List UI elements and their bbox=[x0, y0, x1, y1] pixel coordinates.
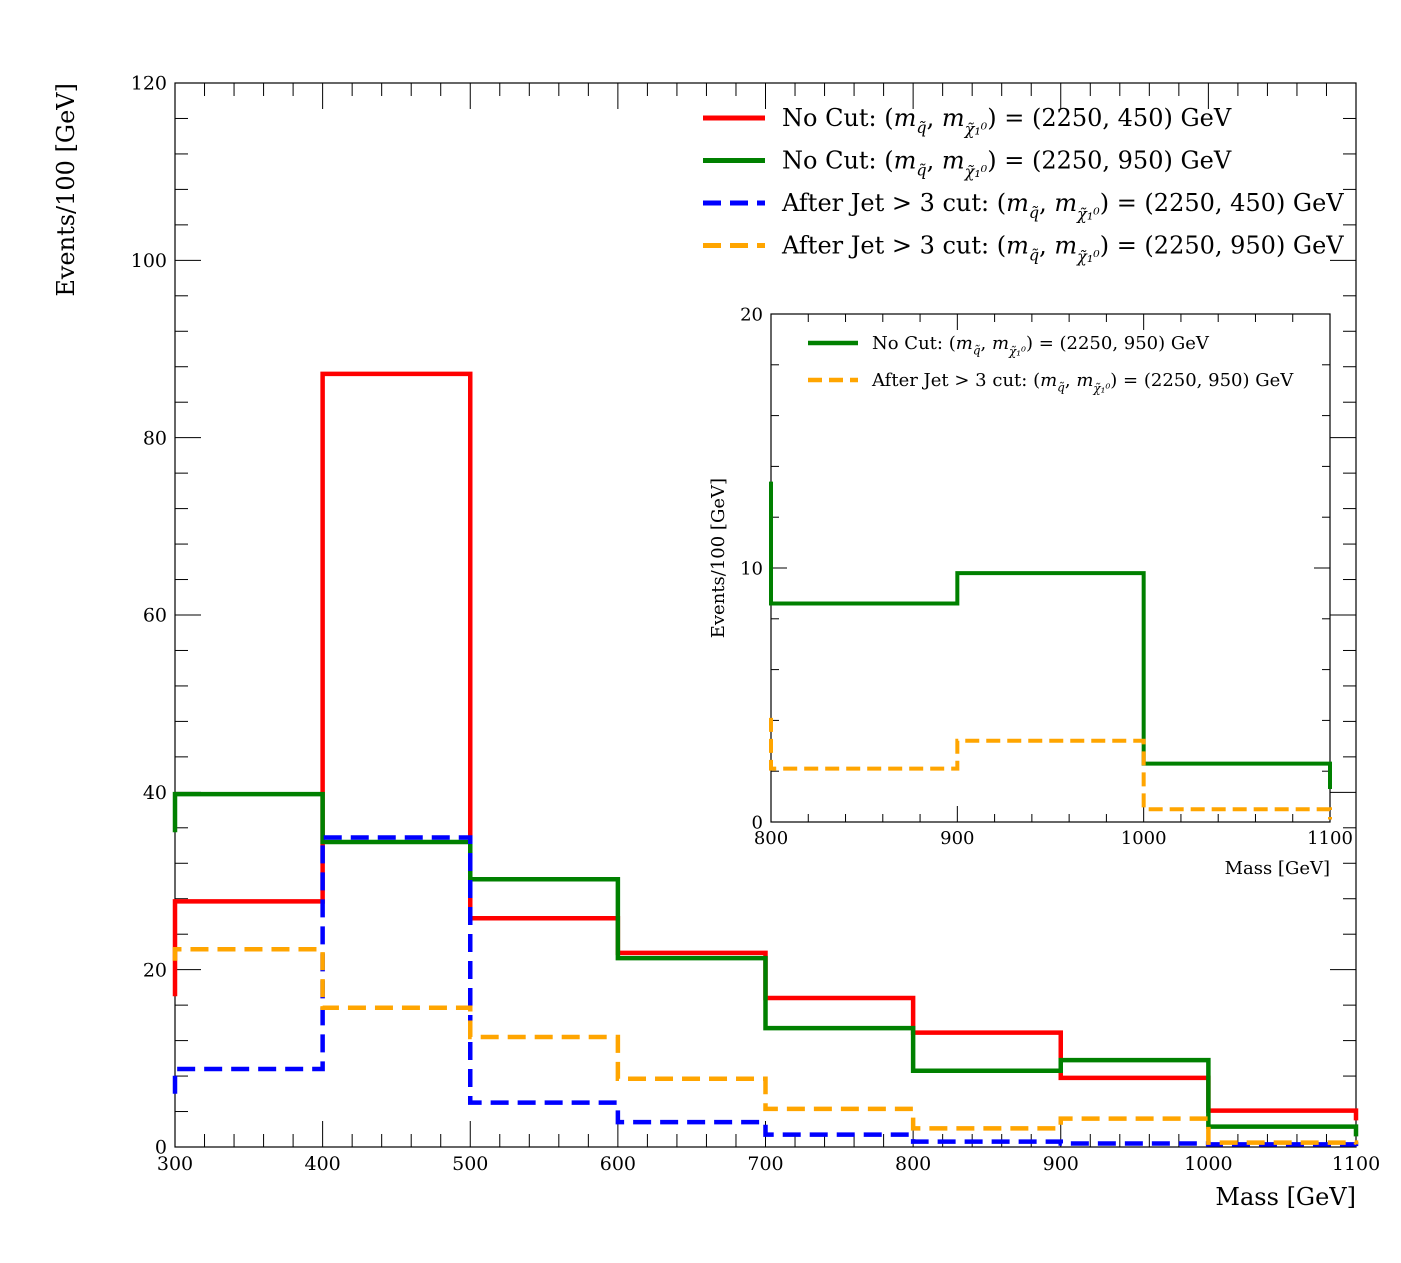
math-sub: χ̃₁⁰ bbox=[1076, 205, 1100, 224]
y-axis-title: Events/100 [GeV] bbox=[708, 478, 729, 638]
math-m: m bbox=[1006, 231, 1029, 259]
y-tick-label: 20 bbox=[740, 304, 763, 325]
math-paren: ( bbox=[884, 104, 893, 132]
legend-prefix: After Jet > 3 cut: bbox=[781, 231, 997, 259]
legend-entry-2: After Jet > 3 cut: (mq̃, mχ̃₁⁰) = (2250,… bbox=[781, 189, 1344, 224]
x-tick-label: 500 bbox=[452, 1153, 488, 1175]
math-m: m bbox=[992, 333, 1009, 354]
math-paren: ) bbox=[1110, 370, 1117, 391]
math-sub: χ̃₁⁰ bbox=[1092, 381, 1110, 395]
math-paren: ) bbox=[1100, 189, 1109, 217]
math-m: m bbox=[1040, 370, 1057, 391]
math-m: m bbox=[894, 104, 917, 132]
math-m: m bbox=[942, 146, 965, 174]
math-m: m bbox=[956, 333, 973, 354]
math-m: m bbox=[1054, 189, 1077, 217]
series-line-1 bbox=[769, 717, 1332, 820]
y-tick-label: 20 bbox=[143, 959, 167, 981]
math-paren: ) bbox=[1100, 231, 1109, 259]
x-tick-label: 1100 bbox=[1332, 1153, 1380, 1175]
math-paren: ) bbox=[987, 104, 996, 132]
math-paren: ) bbox=[987, 146, 996, 174]
math-paren: ( bbox=[1033, 370, 1040, 391]
math-sub: χ̃₁⁰ bbox=[1008, 344, 1026, 358]
y-tick-label: 60 bbox=[143, 605, 167, 627]
math-sub: q̃ bbox=[973, 343, 981, 357]
legend-suffix: = (2250, 950) GeV bbox=[1109, 231, 1344, 259]
series-line-0 bbox=[769, 481, 1332, 789]
math-sub: q̃ bbox=[1029, 203, 1039, 222]
y-tick-label: 0 bbox=[752, 812, 763, 833]
math-sub: q̃ bbox=[916, 161, 926, 180]
x-tick-label: 1100 bbox=[1307, 828, 1353, 849]
math-paren: ( bbox=[884, 146, 893, 174]
legend-prefix: No Cut: bbox=[782, 104, 884, 132]
legend-entry-3: After Jet > 3 cut: (mq̃, mχ̃₁⁰) = (2250,… bbox=[781, 231, 1344, 266]
math-sub: q̃ bbox=[1057, 380, 1065, 394]
math-comma: , bbox=[1039, 231, 1054, 259]
x-axis-title: Mass [GeV] bbox=[1225, 858, 1330, 879]
legend-suffix: = (2250, 950) GeV bbox=[1117, 370, 1294, 391]
x-tick-label: 400 bbox=[304, 1153, 340, 1175]
legend-prefix: After Jet > 3 cut: bbox=[781, 189, 997, 217]
math-m: m bbox=[942, 104, 965, 132]
legend-suffix: = (2250, 950) GeV bbox=[997, 146, 1232, 174]
x-tick-label: 300 bbox=[157, 1153, 193, 1175]
math-paren: ( bbox=[997, 231, 1006, 259]
math-m: m bbox=[1076, 370, 1093, 391]
math-paren: ) bbox=[1026, 333, 1033, 354]
legend-entry-0: No Cut: (mq̃, mχ̃₁⁰) = (2250, 950) GeV bbox=[872, 333, 1210, 358]
math-m: m bbox=[1054, 231, 1077, 259]
x-tick-label: 900 bbox=[1043, 1153, 1079, 1175]
math-sub: q̃ bbox=[1029, 246, 1039, 265]
math-comma: , bbox=[1065, 370, 1076, 391]
y-tick-label: 80 bbox=[143, 427, 167, 449]
legend: No Cut: (mq̃, mχ̃₁⁰) = (2250, 950) GeVAf… bbox=[808, 333, 1294, 395]
y-tick-label: 120 bbox=[131, 73, 167, 95]
legend-suffix: = (2250, 450) GeV bbox=[997, 104, 1232, 132]
series-line-3 bbox=[172, 947, 1359, 1145]
math-comma: , bbox=[1039, 189, 1054, 217]
x-tick-label: 800 bbox=[895, 1153, 931, 1175]
legend-prefix: No Cut: bbox=[872, 333, 949, 354]
y-tick-label: 10 bbox=[740, 558, 763, 579]
legend-suffix: = (2250, 950) GeV bbox=[1033, 333, 1210, 354]
inset-plot: 800 900 1000 1100 0 10 20 Mass [GeV] Events/100 … bbox=[708, 304, 1353, 879]
x-tick-label: 800 bbox=[754, 828, 788, 849]
math-sub: χ̃₁⁰ bbox=[964, 162, 988, 181]
legend-suffix: = (2250, 450) GeV bbox=[1109, 189, 1344, 217]
math-comma: , bbox=[927, 104, 942, 132]
legend-prefix: No Cut: bbox=[782, 146, 884, 174]
legend-entry-1: After Jet > 3 cut: (mq̃, mχ̃₁⁰) = (2250,… bbox=[871, 370, 1294, 395]
math-paren: ( bbox=[949, 333, 956, 354]
x-tick-label: 700 bbox=[747, 1153, 783, 1175]
math-comma: , bbox=[927, 146, 942, 174]
math-m: m bbox=[1006, 189, 1029, 217]
x-tick-label: 1000 bbox=[1121, 828, 1167, 849]
legend-entry-0: No Cut: (mq̃, mχ̃₁⁰) = (2250, 450) GeV bbox=[782, 104, 1232, 139]
math-sub: χ̃₁⁰ bbox=[1076, 247, 1100, 266]
legend-entry-1: No Cut: (mq̃, mχ̃₁⁰) = (2250, 950) GeV bbox=[782, 146, 1232, 181]
math-sub: q̃ bbox=[916, 118, 926, 137]
x-tick-label: 900 bbox=[940, 828, 974, 849]
math-comma: , bbox=[981, 333, 992, 354]
y-tick-label: 40 bbox=[143, 782, 167, 804]
math-paren: ( bbox=[997, 189, 1006, 217]
legend-prefix: After Jet > 3 cut: bbox=[871, 370, 1033, 391]
y-axis-title: Events/100 [GeV] bbox=[52, 83, 80, 297]
x-axis-title: Mass [GeV] bbox=[1215, 1183, 1356, 1211]
math-sub: χ̃₁⁰ bbox=[964, 120, 988, 139]
x-tick-label: 600 bbox=[600, 1153, 636, 1175]
y-tick-label: 0 bbox=[155, 1137, 167, 1159]
legend: No Cut: (mq̃, mχ̃₁⁰) = (2250, 450) GeVNo… bbox=[703, 104, 1344, 266]
y-tick-label: 100 bbox=[131, 250, 167, 272]
series-line-1 bbox=[172, 791, 1359, 1137]
x-tick-label: 1000 bbox=[1184, 1153, 1232, 1175]
math-m: m bbox=[894, 146, 917, 174]
